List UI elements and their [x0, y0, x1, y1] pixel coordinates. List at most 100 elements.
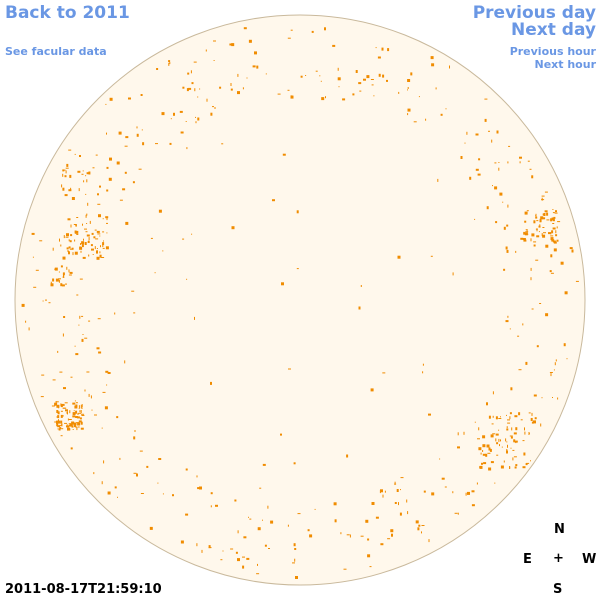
- facula-dot: [571, 249, 574, 253]
- facula-dot: [235, 551, 238, 554]
- facula-dot: [498, 429, 500, 431]
- facula-dot: [256, 65, 259, 69]
- previous-day-link[interactable]: Previous day: [472, 3, 596, 23]
- facula-dot: [486, 206, 489, 210]
- facula-dot: [161, 112, 165, 116]
- facula-dot: [210, 381, 212, 385]
- facula-dot: [220, 559, 223, 561]
- facula-dot: [511, 427, 513, 431]
- facula-dot: [61, 184, 63, 188]
- facula-dot: [539, 303, 542, 304]
- facula-dot: [194, 316, 195, 320]
- facula-dot: [89, 220, 91, 224]
- facula-dot: [295, 576, 298, 579]
- facula-dot: [101, 257, 105, 258]
- facula-dot: [552, 223, 555, 224]
- facula-dot: [75, 353, 79, 356]
- facula-dot: [296, 210, 299, 214]
- facula-dot: [500, 465, 504, 469]
- facula-dot: [162, 493, 164, 495]
- back-to-year-link[interactable]: Back to 2011: [5, 3, 130, 23]
- facula-dot: [57, 411, 60, 415]
- facula-dot: [510, 447, 512, 449]
- facula-dot: [387, 48, 390, 52]
- facula-dot: [491, 139, 493, 143]
- facula-dot: [157, 482, 159, 484]
- facula-dot: [527, 160, 530, 162]
- facula-dot: [61, 415, 64, 417]
- facula-dot: [495, 438, 497, 442]
- facula-dot: [79, 246, 81, 249]
- facula-dot: [196, 475, 198, 478]
- facula-dot: [440, 113, 443, 116]
- facula-dot: [77, 170, 81, 173]
- facula-dot: [505, 320, 509, 323]
- facula-dot: [93, 472, 95, 475]
- facula-dot: [72, 412, 76, 416]
- facula-dot: [495, 416, 498, 420]
- facula-dot: [57, 350, 59, 353]
- facula-dot: [108, 177, 112, 181]
- facula-dot: [550, 373, 552, 377]
- facula-dot: [554, 212, 558, 214]
- facula-dot: [191, 233, 193, 235]
- facula-dot: [80, 421, 83, 425]
- facula-dot: [134, 430, 136, 432]
- facula-dot: [55, 401, 59, 403]
- facula-dot: [538, 231, 540, 233]
- facula-dot: [506, 428, 509, 431]
- facula-dot: [515, 250, 517, 253]
- facula-dot: [114, 312, 116, 315]
- facula-dot: [346, 454, 349, 458]
- facula-dot: [205, 49, 207, 52]
- facula-dot: [423, 490, 426, 493]
- facula-dot: [61, 403, 65, 406]
- facula-dot: [42, 300, 44, 302]
- facula-dot: [105, 246, 109, 250]
- facula-dot: [242, 565, 245, 569]
- facula-dot: [93, 236, 96, 239]
- next-day-link[interactable]: Next day: [511, 20, 596, 40]
- facula-dot: [50, 281, 52, 285]
- facula-dot: [86, 213, 88, 216]
- facula-dot: [96, 250, 98, 254]
- facula-dot: [371, 84, 374, 86]
- compass-south: S: [553, 582, 563, 597]
- facula-dot: [422, 371, 424, 374]
- facula-dot: [70, 423, 73, 427]
- facular-data-link[interactable]: See facular data: [5, 45, 107, 58]
- facula-dot: [488, 415, 491, 419]
- facula-dot: [387, 538, 391, 540]
- facula-dot: [124, 171, 127, 174]
- facula-dot: [54, 267, 58, 271]
- facula-dot: [548, 232, 551, 235]
- facula-dot: [413, 121, 417, 123]
- facula-dot: [363, 78, 366, 81]
- facula-dot: [248, 39, 252, 43]
- facula-dot: [97, 318, 101, 320]
- facula-dot: [530, 418, 533, 421]
- facula-dot: [230, 548, 234, 550]
- facula-dot: [69, 174, 72, 178]
- facula-dot: [514, 466, 517, 469]
- facula-dot: [502, 201, 504, 203]
- facula-dot: [457, 432, 459, 436]
- previous-hour-link[interactable]: Previous hour: [509, 45, 596, 58]
- facula-dot: [496, 442, 499, 445]
- facula-dot: [63, 235, 65, 239]
- facula-dot: [386, 79, 388, 82]
- facula-dot: [469, 176, 472, 180]
- facula-dot: [105, 370, 109, 373]
- facula-dot: [517, 335, 520, 337]
- facula-dot: [86, 179, 88, 183]
- facula-dot: [552, 209, 554, 210]
- next-hour-link[interactable]: Next hour: [534, 58, 597, 71]
- facula-dot: [477, 173, 481, 176]
- facula-dot: [56, 404, 60, 408]
- facula-dot: [421, 531, 422, 534]
- facula-dot: [281, 282, 284, 286]
- facula-dot: [187, 72, 190, 75]
- facula-dot: [48, 302, 51, 304]
- facula-dot: [136, 133, 139, 137]
